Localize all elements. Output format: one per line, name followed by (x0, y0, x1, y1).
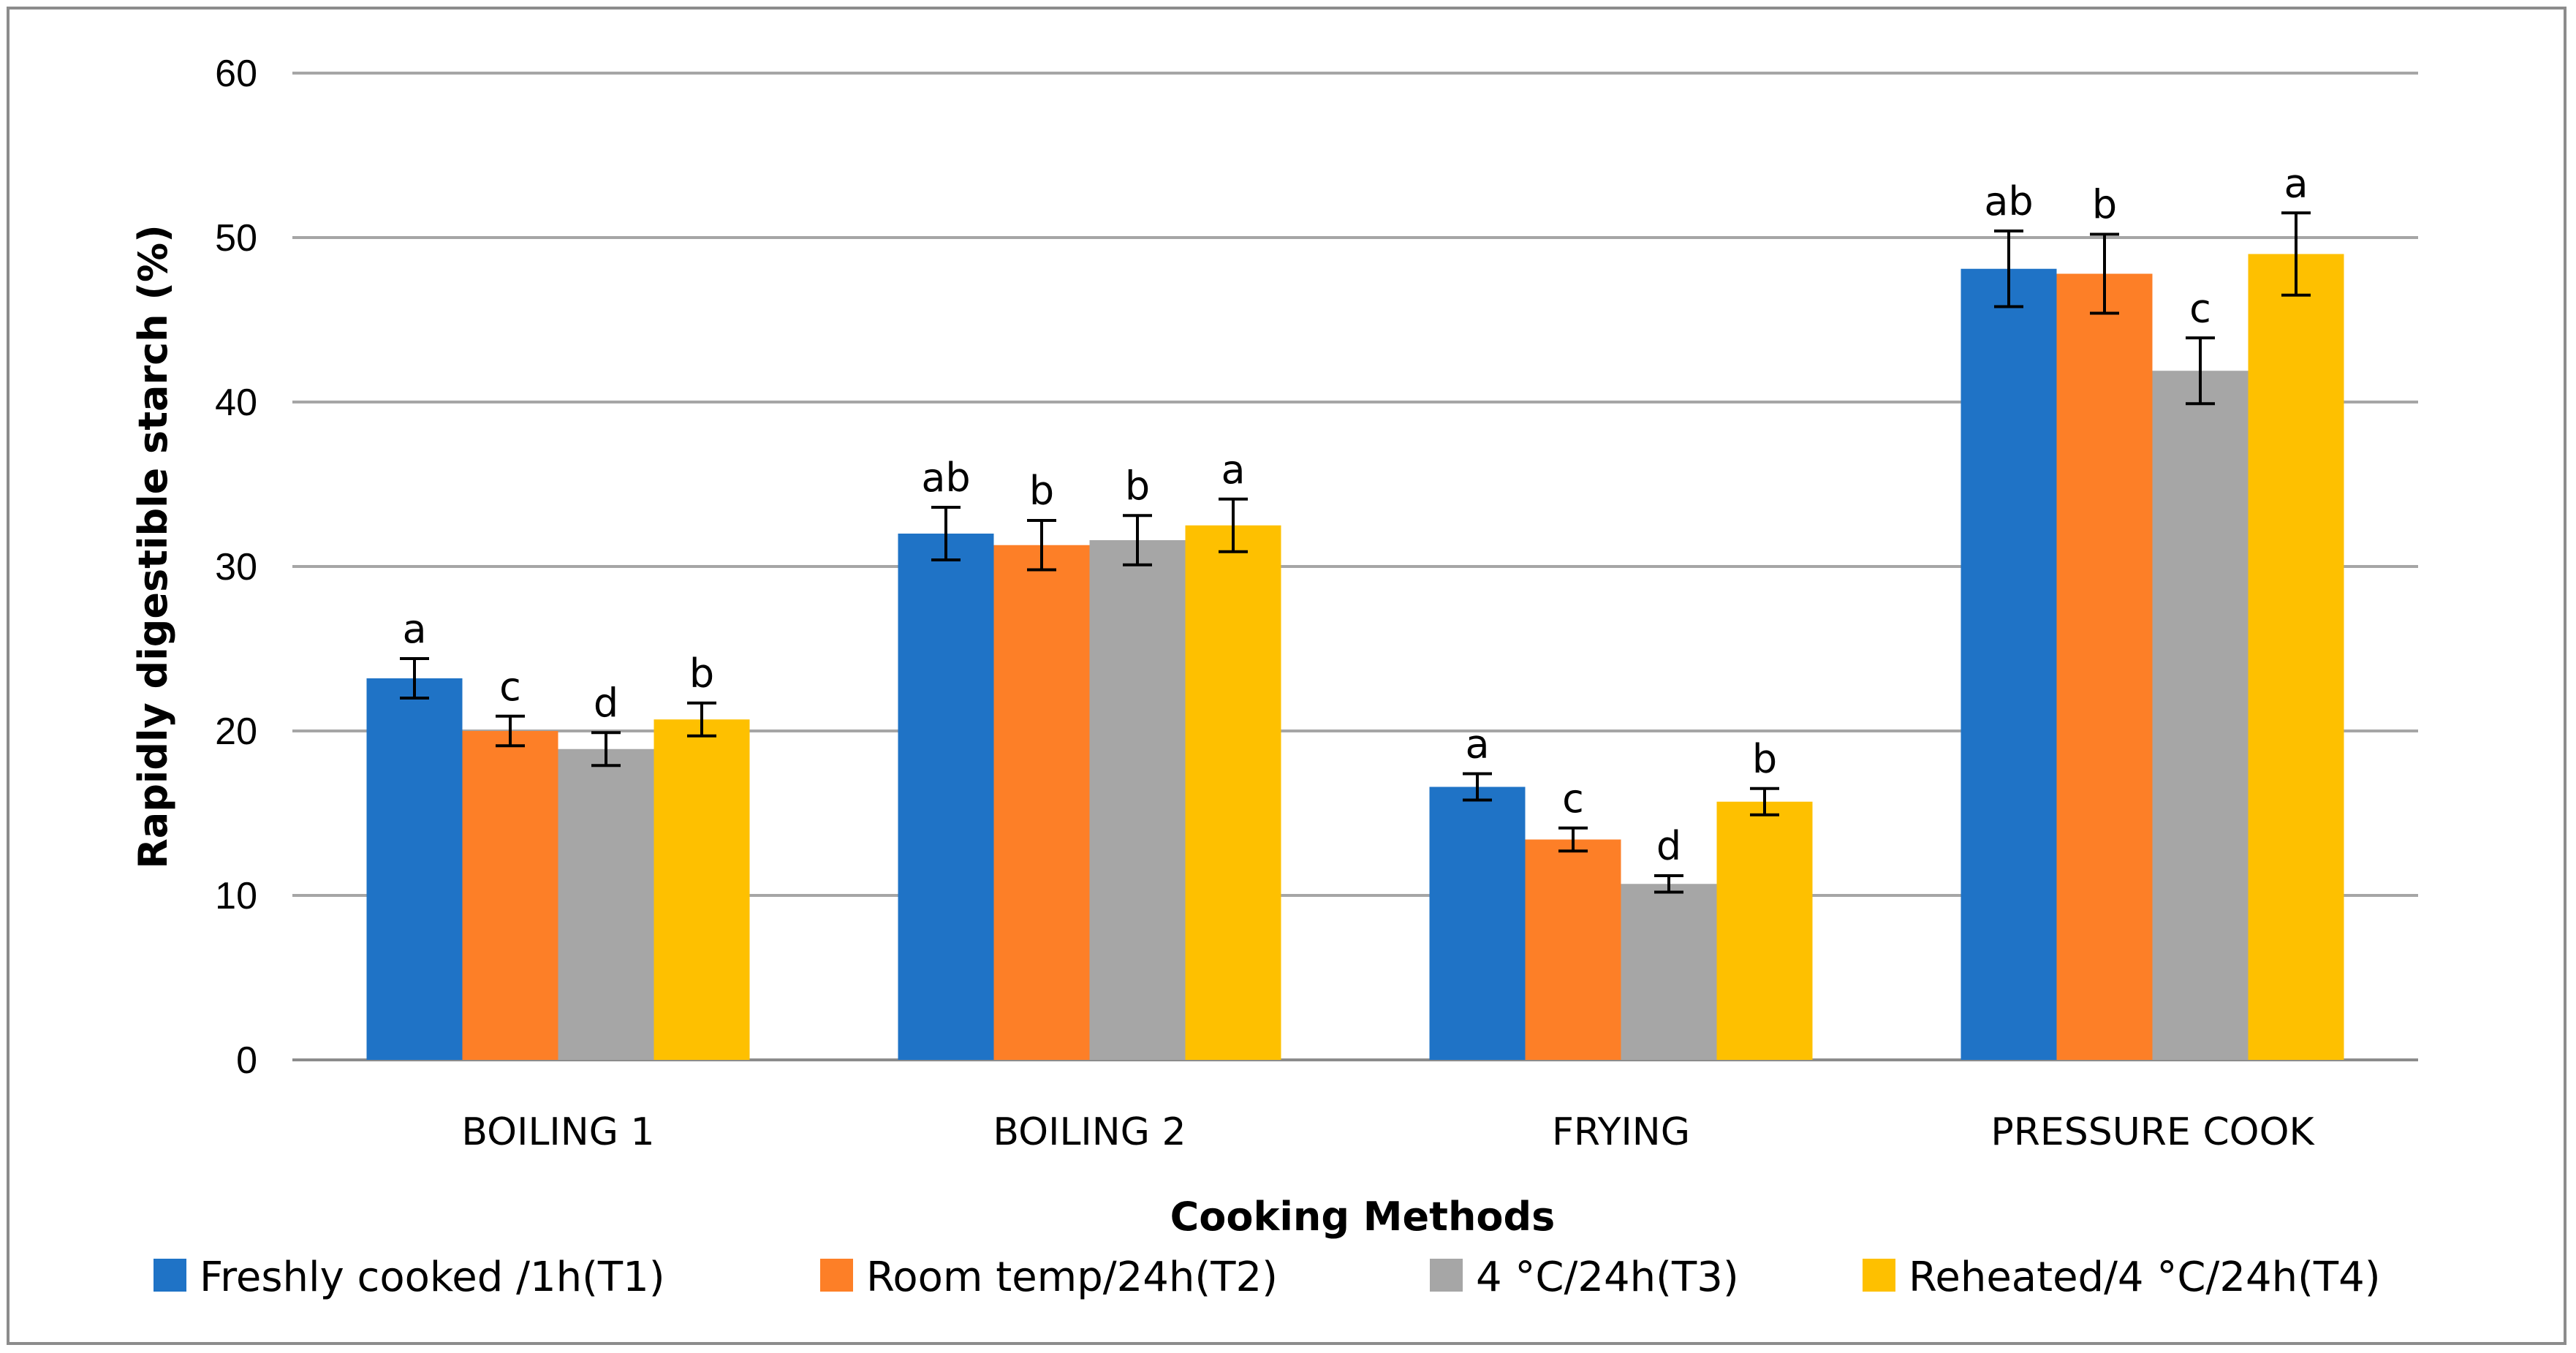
y-tick-label: 10 (215, 875, 257, 917)
bar (1621, 884, 1717, 1060)
bars (366, 254, 2344, 1060)
significance-letter: c (499, 664, 521, 710)
significance-letter: d (1656, 823, 1681, 869)
bar (558, 748, 654, 1060)
y-tick-label: 0 (236, 1039, 257, 1082)
significance-letter: a (2284, 160, 2308, 206)
bar (2056, 273, 2153, 1060)
legend: Freshly cooked /1h(T1) Room temp/24h(T2) 4… (154, 1254, 2381, 1301)
bar (1961, 268, 2057, 1060)
y-tick-labels: 0 10 20 30 40 50 60 (215, 53, 257, 1082)
significance-letters: a c d b ab b b a a c d b ab b c a (402, 160, 2308, 869)
significance-letter: c (1562, 776, 1584, 822)
significance-letter: ab (1984, 178, 2033, 224)
bar (462, 731, 558, 1060)
significance-letter: c (2189, 285, 2211, 331)
y-tick-label: 40 (215, 382, 257, 424)
x-axis-title: Cooking Methods (1170, 1194, 1556, 1240)
legend-label: Reheated/4 °C/24h(T4) (1909, 1254, 2381, 1301)
y-tick-label: 60 (215, 53, 257, 95)
significance-letter: a (1221, 447, 1245, 493)
x-category-label: BOILING 1 (461, 1110, 654, 1154)
significance-letter: ab (921, 455, 970, 501)
error-bars (400, 211, 2311, 894)
significance-letter: b (1029, 468, 1054, 514)
x-category-labels: BOILING 1 BOILING 2 FRYING PRESSURE COOK (461, 1110, 2315, 1154)
bar (366, 678, 463, 1060)
x-category-label: PRESSURE COOK (1990, 1110, 2315, 1154)
bar (993, 545, 1090, 1060)
y-tick-label: 20 (215, 710, 257, 753)
significance-letter: d (594, 680, 618, 726)
significance-letter: b (689, 651, 714, 697)
bar (1716, 801, 1813, 1060)
legend-swatch (154, 1259, 186, 1292)
significance-letter: b (1125, 463, 1150, 509)
bar (1089, 540, 1186, 1060)
significance-letter: a (402, 606, 426, 652)
y-axis-title: Rapidly digestible starch (%) (130, 224, 176, 869)
significance-letter: a (1465, 721, 1489, 768)
legend-swatch (1430, 1259, 1463, 1292)
bar (654, 719, 750, 1060)
legend-swatch (820, 1259, 853, 1292)
x-category-label: BOILING 2 (993, 1110, 1186, 1154)
legend-label: Freshly cooked /1h(T1) (200, 1254, 665, 1301)
significance-letter: b (2092, 182, 2117, 228)
bar (2248, 254, 2344, 1060)
bar (1525, 839, 1621, 1060)
bar (2152, 371, 2249, 1060)
y-tick-label: 50 (215, 217, 257, 259)
legend-swatch (1863, 1259, 1895, 1292)
bar (1429, 787, 1526, 1060)
legend-label: Room temp/24h(T2) (866, 1254, 1278, 1301)
y-tick-label: 30 (215, 546, 257, 588)
significance-letter: b (1752, 736, 1777, 782)
bar (898, 534, 994, 1060)
legend-label: 4 °C/24h(T3) (1476, 1254, 1739, 1301)
x-category-label: FRYING (1552, 1110, 1690, 1154)
bar (1185, 525, 1281, 1060)
